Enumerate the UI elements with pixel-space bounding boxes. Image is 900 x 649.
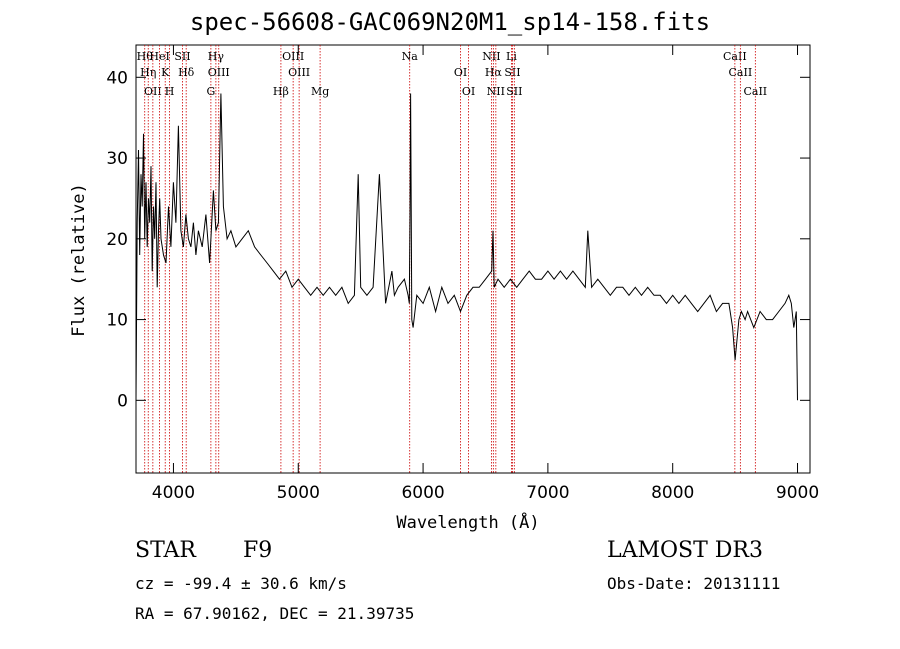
line-markers: HθHηOIIHeIKHSIIHδGHγOIIIHβOIIIOIIIMgNaOI… <box>137 45 767 473</box>
line-marker-label: HeI <box>149 50 169 63</box>
line-marker-label: Hβ <box>273 85 289 98</box>
line-marker-label: NII <box>482 50 500 63</box>
redshift-text: cz = -99.4 ± 30.6 km/s <box>135 574 347 593</box>
line-marker-label: CaII <box>743 85 767 98</box>
line-marker-label: CaII <box>723 50 747 63</box>
line-marker-label: OI <box>462 85 475 98</box>
y-axis-label: Flux (relative) <box>69 183 89 337</box>
plot-frame <box>135 44 811 474</box>
line-marker-label: OIII <box>288 66 310 79</box>
line-marker-label: H <box>165 85 175 98</box>
x-tick-label: 4000 <box>152 483 195 503</box>
line-marker-label: Hγ <box>208 50 225 63</box>
axis-ticks: 4000 5000 6000 7000 8000 9000 0 10 20 30 40 <box>106 45 819 503</box>
line-marker-label: Mg <box>311 85 329 98</box>
line-marker-label: SII <box>174 50 190 63</box>
x-tick-label: 6000 <box>401 483 444 503</box>
y-tick-label: 30 <box>106 149 128 169</box>
x-axis-label: Wavelength (Å) <box>396 511 539 533</box>
line-marker-label: NII <box>487 85 505 98</box>
x-tick-label: 9000 <box>776 483 819 503</box>
line-marker-label: CaII <box>729 66 753 79</box>
line-marker-label: OII <box>144 85 162 98</box>
y-tick-label: 20 <box>106 230 128 250</box>
y-tick-label: 0 <box>117 391 128 411</box>
line-marker-label: SII <box>504 66 520 79</box>
line-marker-label: G <box>206 85 215 98</box>
x-tick-label: 8000 <box>651 483 694 503</box>
line-marker-label: OIII <box>282 50 304 63</box>
line-marker-label: SII <box>506 85 522 98</box>
line-marker-label: OIII <box>208 66 230 79</box>
series-group <box>135 93 798 401</box>
x-tick-label: 7000 <box>526 483 569 503</box>
line-marker-label: OI <box>454 66 467 79</box>
obs-date: Obs-Date: 20131111 <box>607 574 781 593</box>
y-tick-label: 10 <box>106 311 128 331</box>
object-class: STAR <box>135 538 196 563</box>
line-marker-label: Na <box>402 50 419 63</box>
spectrum-line <box>135 93 798 401</box>
line-marker-label: Hα <box>485 66 503 79</box>
line-marker-label: K <box>161 66 170 79</box>
subclass: F9 <box>243 538 273 563</box>
line-marker-label: Hθ <box>137 50 154 63</box>
x-tick-label: 5000 <box>277 483 320 503</box>
line-marker-label: Hδ <box>178 66 195 79</box>
line-marker-label: Li <box>506 50 517 63</box>
y-tick-label: 40 <box>106 68 128 88</box>
survey-name: LAMOST DR3 <box>607 538 763 563</box>
line-marker-label: Hη <box>140 66 156 79</box>
coordinates: RA = 67.90162, DEC = 21.39735 <box>135 604 415 623</box>
chart-title: spec-56608-GAC069N20M1_sp14-158.fits <box>189 8 711 36</box>
